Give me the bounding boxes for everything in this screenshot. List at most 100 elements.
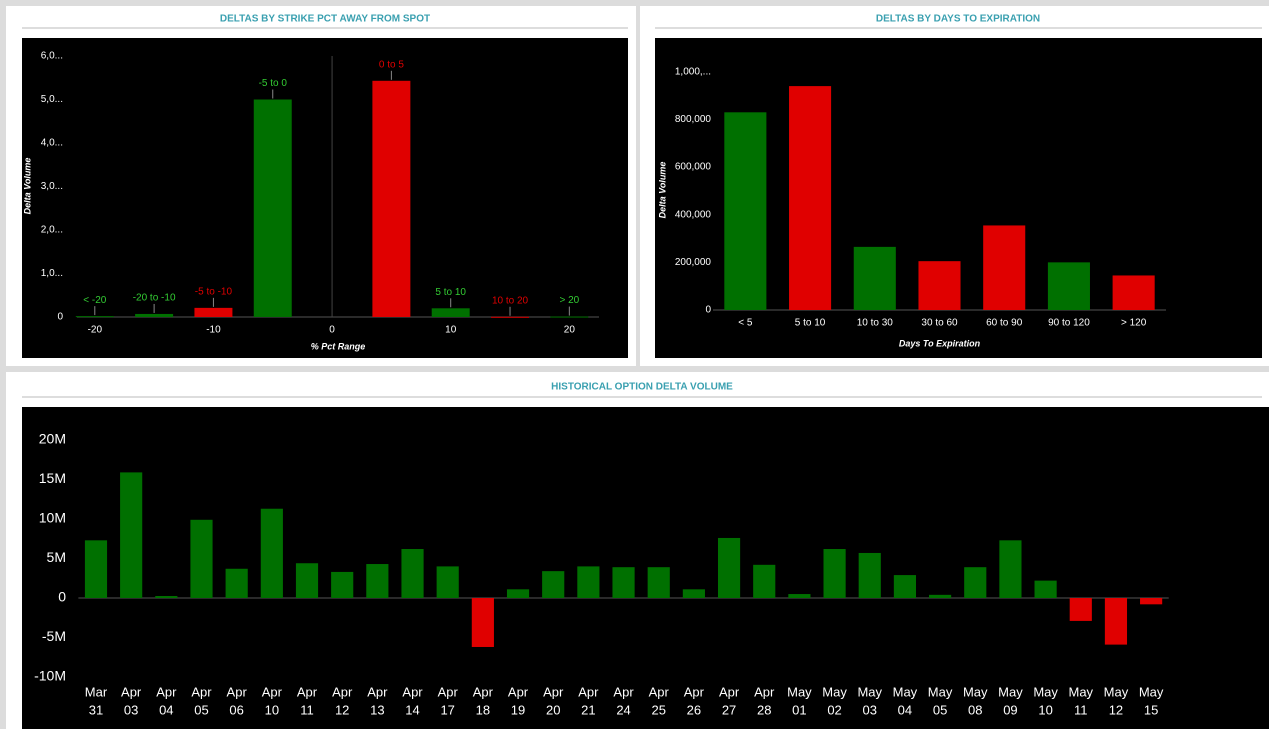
bar xyxy=(155,596,178,598)
y-tick-label: 10M xyxy=(39,510,66,526)
x-tick-label: Apr xyxy=(578,684,599,699)
y-tick-label: 400,000 xyxy=(675,209,712,220)
y-tick-label: 2,0... xyxy=(41,225,63,236)
x-tick-label: May xyxy=(1068,684,1093,699)
bar xyxy=(682,589,705,598)
bar xyxy=(893,575,916,598)
x-tick-label: Apr xyxy=(121,684,142,699)
x-tick-label: Apr xyxy=(367,684,388,699)
x-tick-label: 21 xyxy=(581,702,595,717)
x-tick-label: Apr xyxy=(297,684,318,699)
plot-bg xyxy=(22,38,628,358)
bar xyxy=(577,566,600,598)
x-tick-label: Apr xyxy=(754,684,775,699)
x-tick-label: 26 xyxy=(687,702,701,717)
x-tick-label: 11 xyxy=(1074,702,1088,717)
y-tick-label: 6,0... xyxy=(41,51,63,62)
bar xyxy=(75,316,114,318)
x-tick-label: Apr xyxy=(543,684,564,699)
x-tick-label: 09 xyxy=(1003,702,1017,717)
bar xyxy=(372,80,411,317)
x-tick-label: 60 to 90 xyxy=(986,318,1023,329)
data-label: 5 to 10 xyxy=(435,287,466,298)
bar xyxy=(471,598,494,647)
x-tick-label: 08 xyxy=(968,702,982,717)
bar xyxy=(788,594,811,598)
chart-title: DELTAS BY DAYS TO EXPIRATION xyxy=(876,14,1040,25)
bar xyxy=(1047,262,1090,310)
bar xyxy=(120,472,143,598)
x-tick-label: May xyxy=(893,684,918,699)
y-tick-label: 1,0... xyxy=(41,268,63,279)
y-tick-label: 200,000 xyxy=(675,257,712,268)
bar xyxy=(753,564,776,598)
y-tick-label: 0 xyxy=(57,312,63,323)
y-tick-label: 800,000 xyxy=(675,114,712,125)
x-tick-label: Apr xyxy=(191,684,212,699)
data-label: -5 to -10 xyxy=(195,287,233,298)
bar xyxy=(550,316,589,318)
bar xyxy=(194,307,233,317)
y-tick-label: 5M xyxy=(47,549,66,565)
y-tick-label: 3,0... xyxy=(41,181,63,192)
bar xyxy=(999,540,1022,598)
x-tick-label: May xyxy=(998,684,1023,699)
x-tick-label: Apr xyxy=(649,684,670,699)
bar xyxy=(964,567,987,598)
x-tick-label: 20 xyxy=(564,325,576,336)
bar xyxy=(918,261,961,310)
bar xyxy=(612,567,635,598)
x-tick-label: May xyxy=(1033,684,1058,699)
bar xyxy=(823,549,846,598)
bar xyxy=(491,316,530,318)
x-tick-label: 04 xyxy=(159,702,173,717)
data-label: > 20 xyxy=(559,295,579,306)
x-tick-label: 06 xyxy=(229,702,243,717)
bar xyxy=(858,552,881,598)
x-tick-label: 03 xyxy=(863,702,877,717)
x-tick-label: May xyxy=(1139,684,1164,699)
x-tick-label: 05 xyxy=(933,702,947,717)
data-label: 0 to 5 xyxy=(379,59,404,70)
y-tick-label: 4,0... xyxy=(41,138,63,149)
x-axis-title: Days To Expiration xyxy=(899,338,981,348)
x-tick-label: May xyxy=(928,684,953,699)
x-tick-label: May xyxy=(822,684,847,699)
x-tick-label: 24 xyxy=(616,702,630,717)
x-tick-label: 10 xyxy=(265,702,279,717)
bar xyxy=(436,566,459,598)
data-label: < -20 xyxy=(83,295,107,306)
bar xyxy=(506,589,530,598)
x-tick-label: 12 xyxy=(335,702,349,717)
bar xyxy=(647,567,670,598)
bar xyxy=(724,112,767,311)
x-tick-label: 01 xyxy=(792,702,806,717)
x-tick-label: Apr xyxy=(156,684,177,699)
bar xyxy=(190,519,213,598)
bar xyxy=(542,571,565,598)
x-tick-label: Apr xyxy=(227,684,248,699)
x-tick-label: Apr xyxy=(719,684,740,699)
x-tick-label: 13 xyxy=(370,702,384,717)
bar xyxy=(1104,598,1128,645)
bar xyxy=(253,99,292,317)
x-tick-label: Apr xyxy=(473,684,494,699)
x-tick-label: 10 xyxy=(1038,702,1052,717)
x-tick-label: 11 xyxy=(300,702,314,717)
x-tick-label: 90 to 120 xyxy=(1048,318,1090,329)
y-tick-label: -5M xyxy=(42,628,66,644)
bar xyxy=(401,549,424,598)
y-tick-label: 0 xyxy=(705,305,711,316)
x-tick-label: 05 xyxy=(194,702,208,717)
bar xyxy=(431,308,470,317)
data-label: -5 to 0 xyxy=(259,78,288,89)
x-tick-label: May xyxy=(857,684,882,699)
x-tick-label: Apr xyxy=(613,684,634,699)
bar xyxy=(366,564,389,598)
x-tick-label: Apr xyxy=(508,684,529,699)
data-label: -20 to -10 xyxy=(133,293,176,304)
bar xyxy=(853,246,896,310)
x-tick-label: 10 xyxy=(445,325,457,336)
y-axis-title: Delta Volume xyxy=(657,162,667,219)
x-tick-label: 27 xyxy=(722,702,736,717)
